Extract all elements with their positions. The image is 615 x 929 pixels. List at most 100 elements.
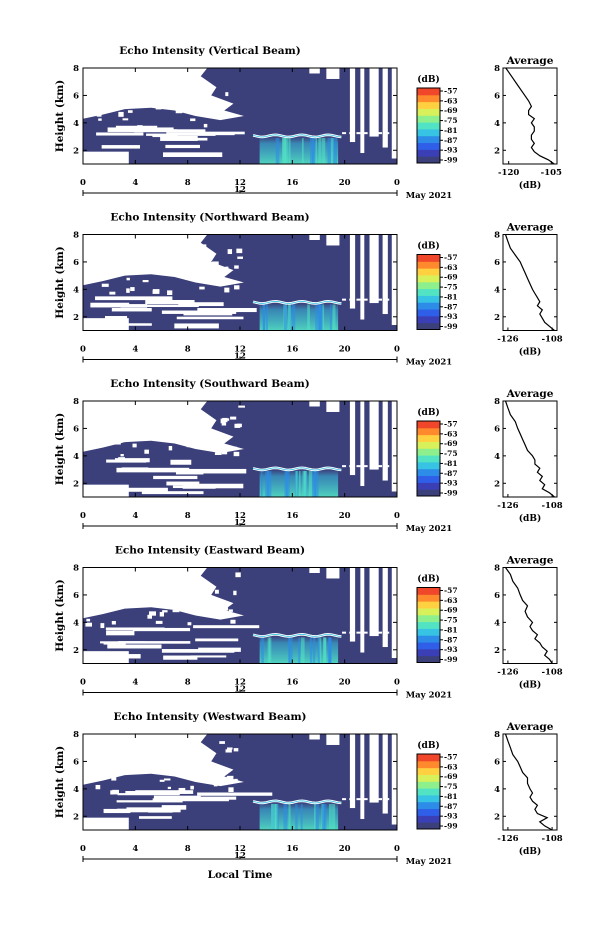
y-tick-label: 6 [73, 424, 79, 434]
y-tick-label: 6 [73, 757, 79, 767]
colorbar-segment [417, 135, 440, 144]
profile-y-tick-label: 4 [494, 618, 500, 628]
date-label: May 2021 [406, 191, 453, 201]
panel-2: Echo Intensity (Northward Beam) Height (k… [54, 212, 563, 368]
profile-y-tick-label: 2 [494, 313, 500, 323]
colorbar-tick-label: -99 [444, 822, 458, 831]
colorbar-frame [416, 587, 441, 663]
colorbar-tick-label: -87 [444, 136, 458, 145]
colorbar-segment [417, 288, 440, 296]
colorbar-segment [417, 468, 440, 477]
x-tick-label: 8 [185, 844, 191, 854]
colorbar-tick-label: -99 [444, 322, 458, 331]
colorbar-segment [417, 295, 440, 303]
x-tick-label: 16 [286, 511, 298, 521]
colorbar-segment [417, 794, 440, 803]
y-tick-label: 6 [73, 91, 79, 101]
colorbar-segment [417, 594, 440, 602]
colorbar-unit: (dB) [417, 574, 439, 585]
colorbar-tick-label: -57 [444, 420, 458, 429]
colorbar-tick-label: -99 [444, 655, 458, 664]
missing-data-region [83, 734, 397, 830]
profile-frame [502, 400, 558, 498]
profile-y-tick-label: 6 [494, 258, 500, 268]
profile-y-tick-label: 2 [494, 479, 500, 489]
x-tick-label: 16 [286, 345, 298, 355]
profile-x-label: (dB) [519, 846, 541, 857]
colorbar-tick-label: -81 [444, 126, 458, 135]
x-tick-label: 16 [286, 178, 298, 188]
echo-plume [252, 298, 390, 331]
x-tick-label: 20 [339, 678, 351, 688]
colorbar-segment [417, 754, 440, 762]
heatmap-title: Echo Intensity (Eastward Beam) [115, 545, 305, 557]
panel-1: Echo Intensity (Vertical Beam) Height (km… [54, 45, 562, 201]
echo-plume [252, 132, 390, 164]
colorbar-segment [417, 88, 440, 96]
profile-x-label: (dB) [519, 513, 541, 524]
colorbar-frame [416, 420, 441, 497]
heatmap-title: Echo Intensity (Vertical Beam) [119, 45, 300, 57]
x-tick-label: 0 [80, 178, 86, 188]
profile-frame [502, 67, 558, 165]
colorbar-tick-label: -81 [444, 292, 458, 301]
y-axis-label: Height (km) [54, 746, 66, 818]
profile-y-tick-label: 8 [494, 564, 500, 574]
colorbar-segment [417, 268, 440, 276]
x-tick-label: 0 [80, 844, 86, 854]
y-tick-label: 4 [73, 618, 79, 628]
x-tick-label: 8 [185, 511, 191, 521]
x-tick-label: 20 [339, 511, 351, 521]
profile-y-tick-label: 2 [494, 646, 500, 656]
colorbar-segment [417, 448, 440, 456]
x-tick-label: 0 [394, 678, 400, 688]
colorbar-segment [417, 281, 440, 290]
colorbar-tick-label: -99 [444, 489, 458, 498]
y-tick-label: 4 [73, 119, 79, 129]
profile-x-label: (dB) [519, 180, 541, 191]
colorbar-tick-label: -93 [444, 645, 458, 654]
y-tick-label: 2 [73, 479, 79, 489]
profile-title: Average [506, 388, 554, 400]
colorbar-segment [417, 628, 440, 636]
profile-x-tick-label: -126 [497, 668, 518, 678]
profile-x-tick-label: -126 [497, 834, 518, 844]
colorbar-segment [417, 427, 440, 436]
colorbar-frame [416, 753, 441, 830]
x-tick-label: 4 [132, 178, 138, 188]
profile-frame [502, 234, 558, 331]
colorbar-segment [417, 601, 440, 609]
y-tick-label: 6 [73, 591, 79, 601]
profile-title: Average [506, 555, 554, 567]
echo-plume [252, 631, 390, 664]
colorbar-segment [417, 587, 440, 595]
colorbar-segment [417, 614, 440, 623]
profile-x-tick-label: -108 [541, 834, 562, 844]
profile-x-label: (dB) [519, 347, 541, 358]
colorbar-segment [417, 274, 440, 283]
profile-line [504, 733, 553, 831]
colorbar-segment [417, 421, 440, 429]
profile-y-tick-label: 4 [494, 452, 500, 462]
x-axis-label: Local Time [208, 869, 273, 881]
y-tick-label: 8 [73, 564, 79, 574]
profile-y-tick-label: 4 [494, 785, 500, 795]
profile-y-tick-label: 2 [494, 146, 500, 156]
y-tick-label: 4 [73, 285, 79, 295]
colorbar-tick-label: -69 [444, 606, 458, 615]
x-tick-label: 20 [339, 345, 351, 355]
x-tick-label: 16 [286, 678, 298, 688]
colorbar-segment [417, 607, 440, 616]
x-tick-label: 4 [132, 678, 138, 688]
colorbar-segment [417, 621, 440, 629]
colorbar-segment [417, 648, 440, 657]
colorbar-segment [417, 315, 440, 324]
x-tick-label: 0 [394, 511, 400, 521]
echo-plume [252, 465, 390, 497]
colorbar-tick-label: -57 [444, 87, 458, 96]
heatmap-title: Echo Intensity (Westward Beam) [113, 711, 306, 723]
profile-title: Average [506, 222, 554, 234]
colorbar-tick-label: -87 [444, 469, 458, 478]
secondary-tick-label: 12 [234, 851, 246, 861]
colorbar-tick-label: -63 [444, 96, 458, 105]
